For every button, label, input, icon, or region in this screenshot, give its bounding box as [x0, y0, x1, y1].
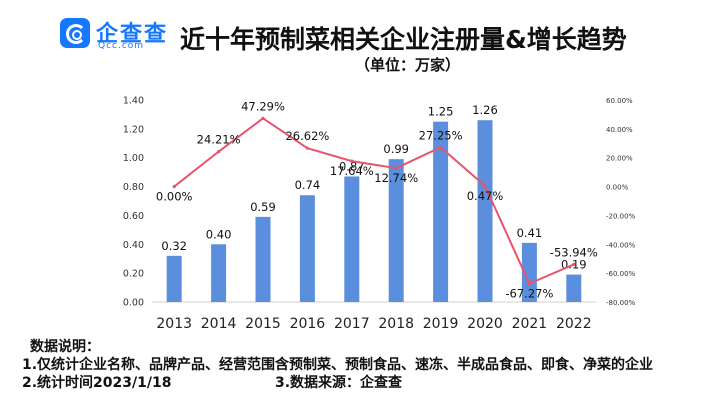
line-point: [483, 184, 487, 188]
x-tick-label: 2015: [245, 316, 281, 332]
notes-heading: 数据说明：: [30, 339, 100, 355]
y-left-tick-label: 0.80: [123, 182, 144, 193]
line-point: [527, 282, 532, 286]
line-value-label: 47.29%: [241, 99, 285, 113]
y-right-tick-label: 20.00%: [606, 155, 633, 163]
y-left-tick-label: 0.40: [123, 240, 144, 251]
bar: [566, 274, 582, 302]
bar: [388, 159, 404, 302]
line-point: [261, 116, 265, 120]
line-value-label: 0.00%: [156, 190, 193, 204]
line-value-label: 26.62%: [285, 129, 329, 143]
line-value-label: -53.94%: [550, 245, 598, 259]
x-tick-label: 2013: [156, 316, 192, 332]
line-point: [439, 145, 443, 149]
bar: [299, 195, 315, 302]
line-value-label: -67.27%: [505, 287, 553, 301]
y-right-tick-label: -80.00%: [606, 299, 636, 307]
line-point: [350, 159, 354, 163]
bar: [344, 176, 360, 302]
notes-line-2: 2.统计时间2023/1/18: [22, 375, 172, 391]
qcc-logo-icon: [60, 18, 90, 48]
brand-name: 企查查: [96, 22, 169, 47]
bar: [166, 255, 182, 302]
bar: [521, 242, 537, 302]
bar: [433, 121, 449, 303]
line-point: [394, 166, 398, 170]
bar: [255, 216, 271, 302]
line-value-label: 27.25%: [419, 128, 463, 142]
notes-line-3: 3.数据来源：企查查: [275, 375, 403, 391]
bar-value-label: 0.41: [517, 226, 543, 240]
notes-line-1: 1.仅统计企业名称、品牌产品、经营范围含预制菜、预制食品、速冻、半成品食品、即食…: [22, 357, 654, 373]
line-value-label: 24.21%: [197, 133, 241, 147]
brand-domain: Qcc.com: [98, 41, 145, 51]
x-tick-label: 2022: [556, 316, 592, 332]
line-point: [217, 150, 221, 154]
x-tick-label: 2020: [467, 316, 503, 332]
bar-value-label: 0.40: [206, 227, 232, 241]
bar-value-label: 0.99: [383, 142, 409, 156]
brand-logo: 企查查 Qcc.com: [60, 18, 172, 51]
bar: [211, 244, 227, 302]
x-tick-label: 2021: [512, 316, 548, 332]
line-point: [172, 184, 176, 189]
bar-value-label: 1.25: [428, 105, 454, 119]
y-left-tick-label: 0.00: [123, 298, 144, 309]
y-right-tick-label: 40.00%: [606, 126, 633, 134]
y-left-tick-label: 0.20: [123, 269, 144, 280]
x-tick-label: 2019: [423, 316, 459, 332]
y-right-tick-label: -20.00%: [606, 212, 636, 220]
line-value-label: 17.64%: [330, 164, 374, 178]
data-notes: 数据说明： 1.仅统计企业名称、品牌产品、经营范围含预制菜、预制食品、速冻、半成…: [22, 338, 653, 392]
line-value-label: 0.47%: [467, 189, 504, 203]
y-left-tick-label: 1.20: [123, 124, 144, 135]
growth-rate-line: [173, 117, 575, 285]
y-right-tick-label: 0.00%: [606, 184, 629, 192]
y-left-tick-label: 1.40: [123, 96, 144, 107]
y-right-tick-label: 60.00%: [606, 97, 633, 105]
x-tick-label: 2017: [334, 316, 370, 332]
y-right-tick-label: -40.00%: [606, 241, 636, 249]
y-right-tick-label: -60.00%: [606, 270, 636, 278]
bar-value-label: 0.74: [295, 178, 321, 192]
x-tick-label: 2018: [378, 316, 414, 332]
line-value-label: 12.74%: [374, 171, 418, 185]
x-tick-label: 2016: [290, 316, 326, 332]
y-left-tick-label: 0.60: [123, 211, 144, 222]
bar-value-label: 1.26: [472, 103, 498, 117]
line-point: [572, 262, 576, 266]
y-left-tick-label: 1.00: [123, 153, 144, 164]
bar-value-label: 0.32: [161, 239, 187, 253]
unit-label: （单位：万家）: [355, 56, 461, 74]
chart-title: 近十年预制菜相关企业注册量&增长趋势: [180, 25, 627, 54]
line-point: [305, 146, 309, 150]
x-tick-label: 2014: [201, 316, 237, 332]
bar-value-label: 0.59: [250, 200, 276, 214]
bar: [477, 120, 493, 302]
